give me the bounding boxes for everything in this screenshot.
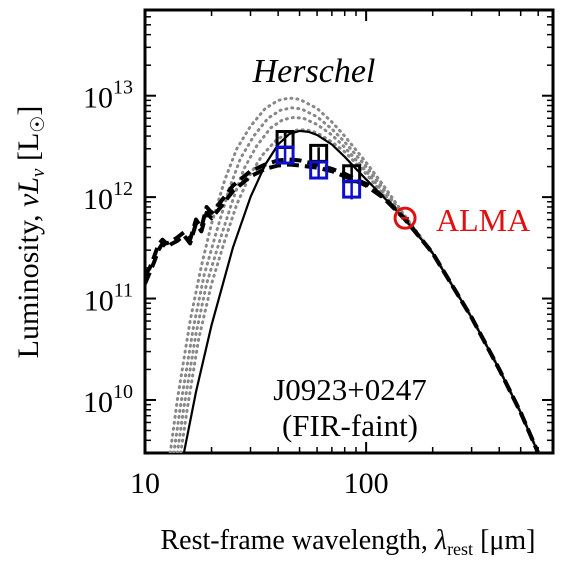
source-note: (FIR-faint) xyxy=(282,408,418,443)
model-curve-dashed-5 xyxy=(145,157,541,453)
y-axis-label: Luminosity, νLν [L☉] xyxy=(12,106,49,359)
model-curve-dotted-3 xyxy=(175,116,540,453)
y-axis-label-unit-open: [L xyxy=(12,133,45,169)
x-axis-label-prefix: Rest-frame wavelength, xyxy=(160,525,434,556)
herschel-blue-marker-1 xyxy=(309,160,329,180)
y-tick-label-exp-1: 11 xyxy=(114,280,133,302)
x-tick-label-0: 10 xyxy=(130,467,160,500)
model-curve-dotted-2 xyxy=(172,106,540,453)
herschel-blue-points xyxy=(275,145,362,200)
sun-symbol: ☉ xyxy=(28,116,49,133)
y-tick-label-base-0: 10 xyxy=(83,386,113,419)
model-curve-solid-0 xyxy=(182,129,540,453)
x-axis-ticks: 10 100 xyxy=(130,10,539,500)
x-tick-label-1: 100 xyxy=(344,467,389,500)
y-tick-label-base-3: 10 xyxy=(83,82,113,115)
herschel-annotation: Herschel xyxy=(252,53,376,90)
y-tick-label-0: 1010 xyxy=(83,381,133,419)
alma-annotation: ALMA xyxy=(436,202,530,238)
alma-point xyxy=(393,206,417,230)
y-axis-label-sub: ν xyxy=(28,168,49,177)
y-axis-label-prefix: Luminosity, xyxy=(12,207,45,358)
y-tick-label-exp-3: 13 xyxy=(113,77,133,99)
model-curve-dotted-4 xyxy=(179,128,540,453)
x-axis-label-sub: rest xyxy=(447,539,473,559)
y-tick-label-base-1: 10 xyxy=(84,285,114,318)
alma-marker xyxy=(393,206,417,230)
x-axis-label: Rest-frame wavelength, λrest [μm] xyxy=(160,525,535,559)
x-axis-label-unit: [μm] xyxy=(473,525,535,556)
y-axis-label-symbol: νL xyxy=(12,177,45,207)
y-tick-label-exp-2: 12 xyxy=(113,178,133,200)
y-tick-label-base-2: 10 xyxy=(83,183,113,216)
y-tick-label-exp-0: 10 xyxy=(113,381,133,403)
x-axis-label-symbol: λ xyxy=(434,525,447,556)
y-axis-label-unit-close: ] xyxy=(12,106,45,116)
source-name: J0923+0247 xyxy=(273,372,427,407)
y-tick-label-3: 1013 xyxy=(83,77,133,115)
herschel-blue-marker-2 xyxy=(342,179,362,199)
model-curves xyxy=(145,96,541,453)
y-tick-label-2: 1012 xyxy=(83,178,133,216)
herschel-blue-marker-0 xyxy=(275,145,295,165)
plot-frame xyxy=(143,8,555,455)
y-tick-label-1: 1011 xyxy=(84,280,133,318)
